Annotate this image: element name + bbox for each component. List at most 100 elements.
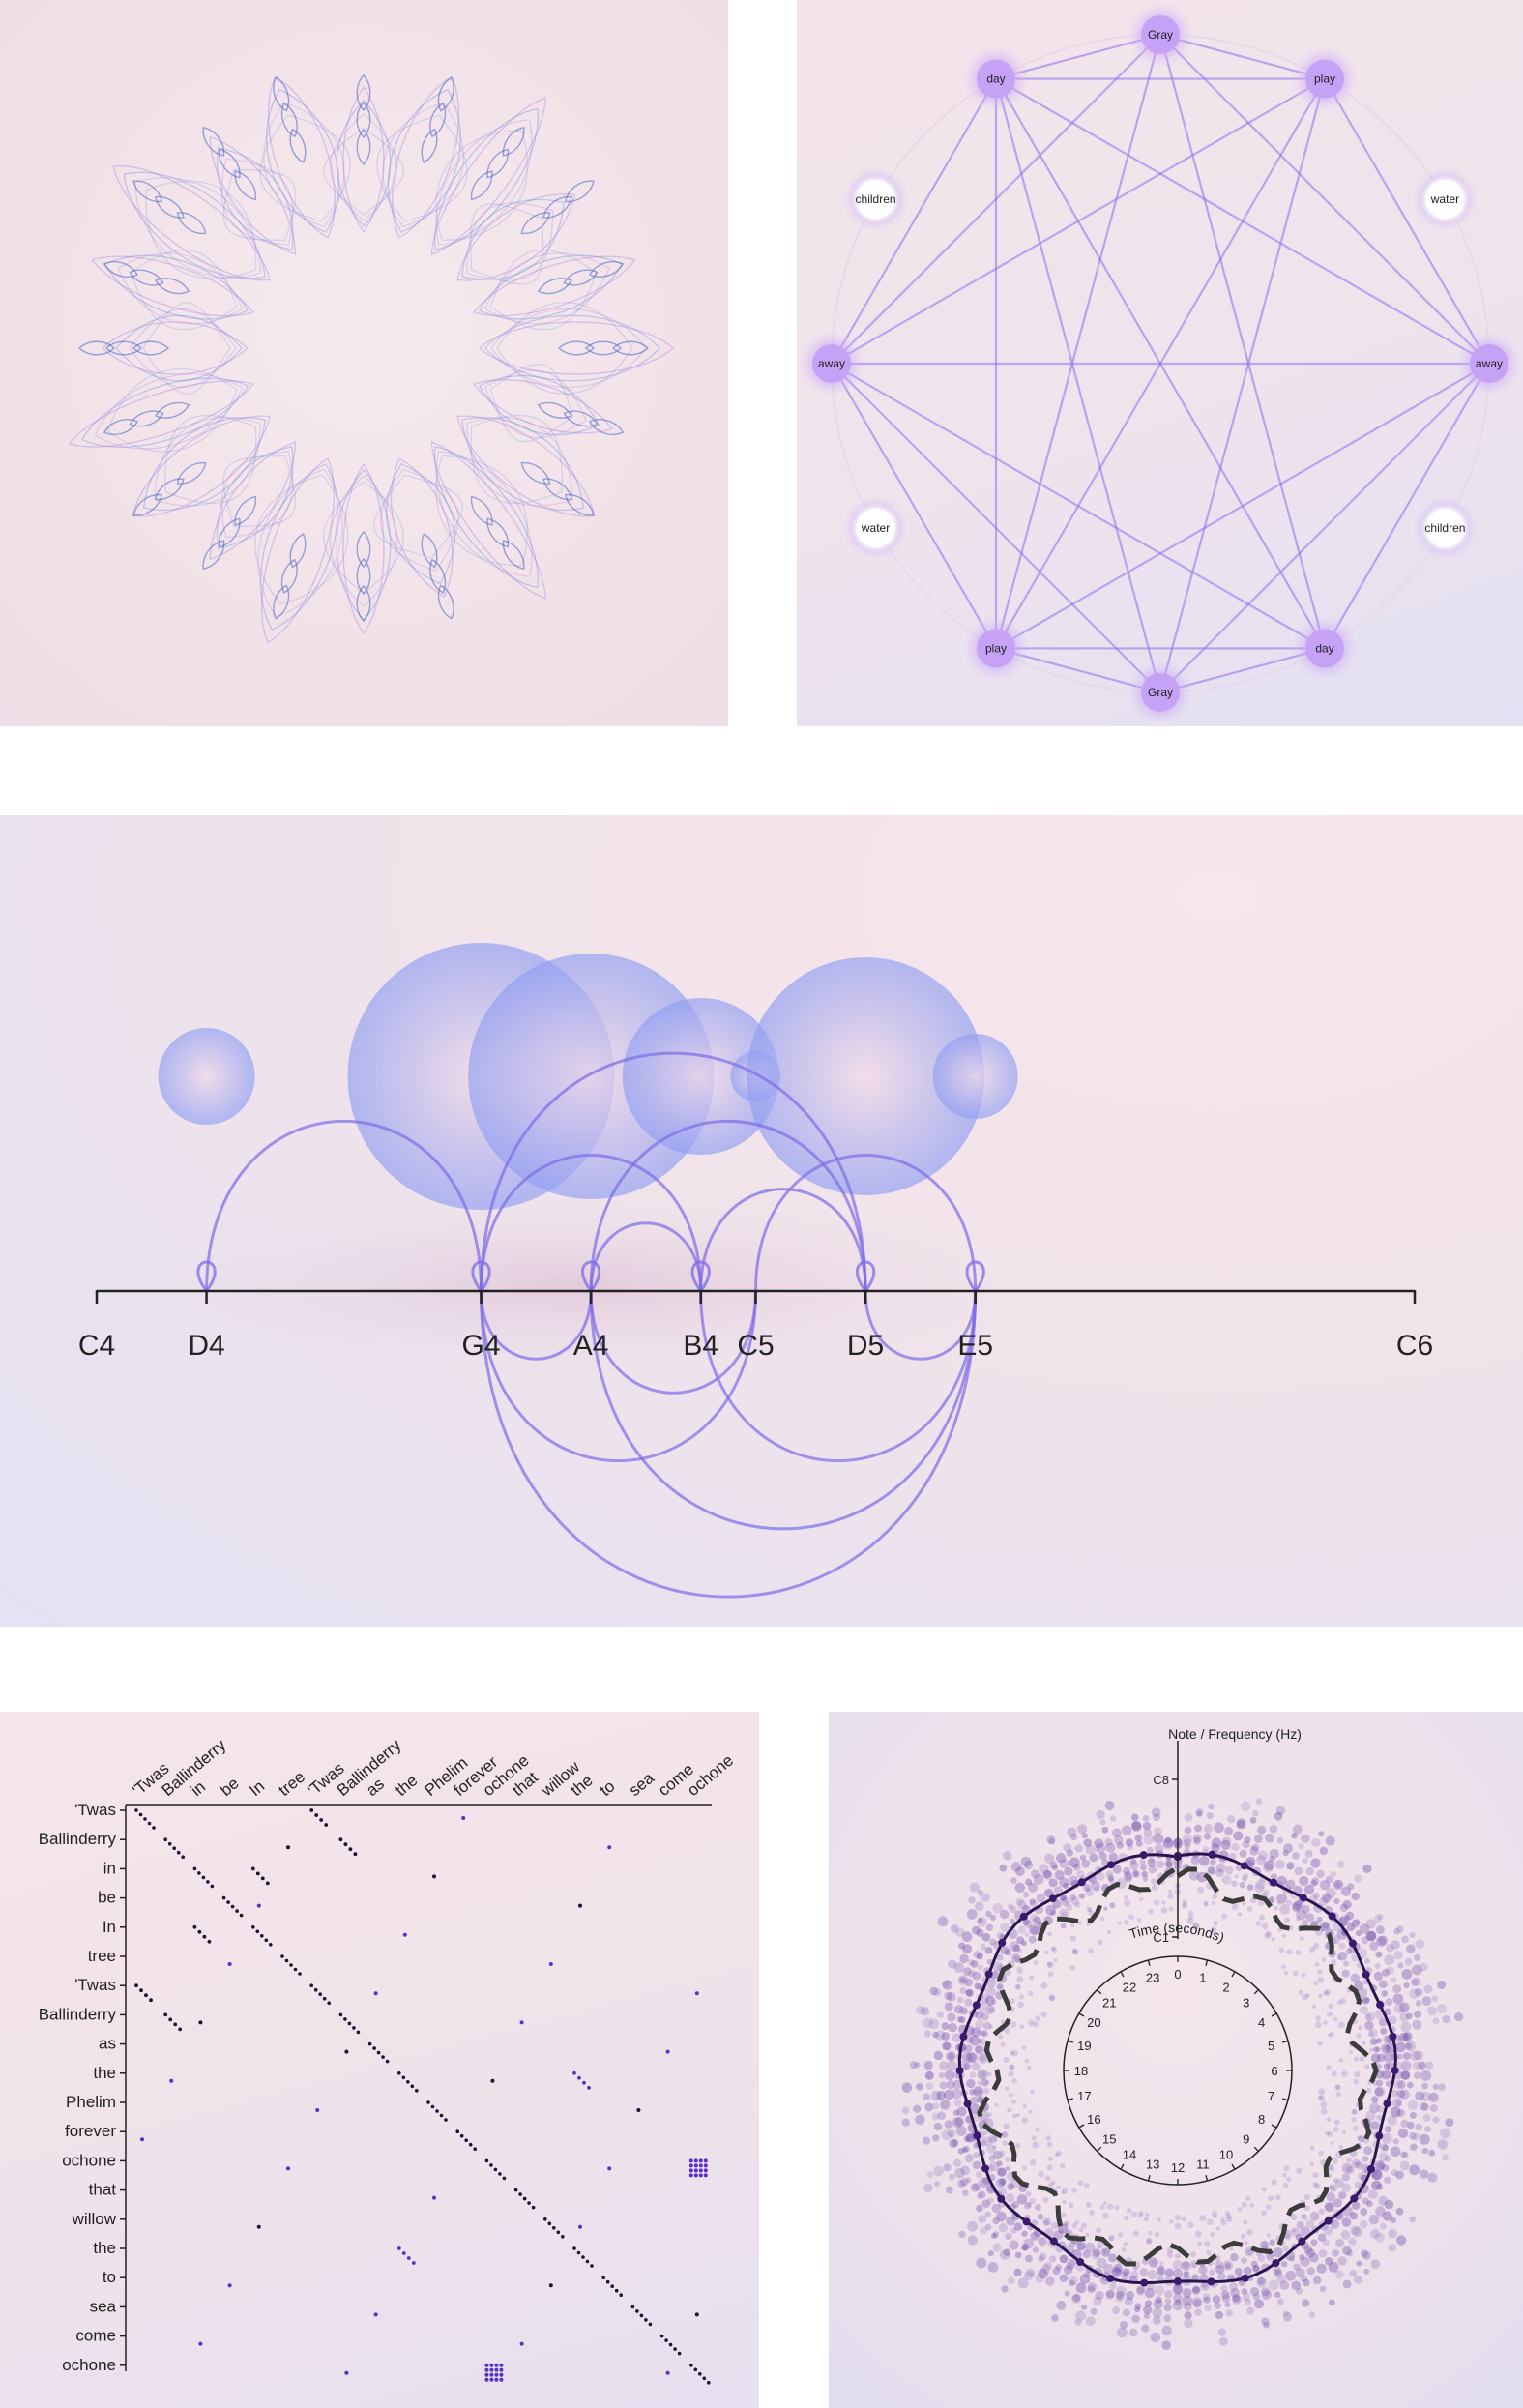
pitch-sample-dot <box>994 2102 999 2107</box>
pitch-sample-dot <box>1285 2270 1297 2281</box>
pitch-sample-dot <box>1246 1884 1254 1891</box>
pitch-sample-dot <box>1157 2217 1161 2222</box>
pitch-sample-dot <box>1033 2021 1039 2028</box>
pitch-contour-point <box>1324 2217 1333 2225</box>
pitch-axis-label: C4 <box>78 1330 115 1362</box>
pitch-sample-dot <box>1023 2238 1035 2249</box>
pitch-sample-dot <box>1356 2260 1362 2267</box>
pitch-contour-point <box>1270 1878 1278 1887</box>
pitch-sample-dot <box>931 2112 940 2121</box>
ornament-petal-outline <box>257 468 343 618</box>
pitch-sample-dot <box>1380 2027 1388 2035</box>
ornament-knot <box>421 128 438 163</box>
matrix-diagonal-dot <box>313 1987 318 1992</box>
pitch-sample-dot <box>1072 2293 1081 2303</box>
time-tick <box>1253 1989 1259 1995</box>
pitch-sample-dot <box>1152 1813 1161 1822</box>
pitch-sample-dot <box>1098 1852 1107 1861</box>
matrix-diagonal-dot <box>473 2147 478 2151</box>
pitch-sample-dot <box>1321 1894 1332 1903</box>
pitch-sample-dot <box>1328 2299 1335 2306</box>
pitch-sample-dot <box>1338 1942 1346 1950</box>
pitch-sample-dot <box>932 2102 940 2110</box>
matrix-row-label: the <box>93 2064 116 2082</box>
ornament-petal-outline <box>479 321 674 375</box>
pitch-sample-dot <box>1130 2270 1139 2278</box>
pitch-sample-dot <box>947 2012 956 2022</box>
pitch-sample-dot <box>1396 2080 1406 2089</box>
pitch-sample-dot <box>1153 1833 1164 1844</box>
ornament-petal <box>112 165 271 281</box>
pitch-axis-label: D4 <box>188 1330 224 1362</box>
matrix-block-dot <box>489 2372 494 2377</box>
network-node-dot <box>812 344 851 383</box>
pitch-sample-dot <box>988 2134 998 2144</box>
pitch-sample-dot <box>1010 1877 1017 1884</box>
pitch-sample-dot <box>1402 2052 1411 2061</box>
pitch-sample-dot <box>1194 2308 1202 2316</box>
pitch-sample-dot <box>1009 2240 1019 2250</box>
pitch-sample-dot <box>1301 1920 1308 1927</box>
pitch-sample-dot <box>1274 1859 1285 1870</box>
pitch-sample-dot <box>1421 2082 1428 2090</box>
ornament-petal <box>202 441 297 570</box>
pitch-sample-dot <box>1143 1877 1149 1883</box>
pitch-sample-dot <box>981 2078 989 2087</box>
pitch-sample-dot <box>1133 1869 1138 1875</box>
pitch-sample-dot <box>1363 1957 1371 1964</box>
pitch-sample-dot <box>1390 2106 1401 2118</box>
pitch-sample-dot <box>1029 2158 1037 2166</box>
pitch-contour-point <box>1140 2278 1149 2287</box>
pitch-sample-dot <box>1362 2251 1371 2260</box>
matrix-diagonal-dot <box>489 2163 493 2167</box>
pitch-sample-dot <box>1351 2116 1357 2123</box>
pitch-sample-dot <box>1311 1877 1320 1886</box>
pitch-sample-dot <box>944 2070 955 2081</box>
pitch-sample-dot <box>1325 2202 1335 2213</box>
pitch-sample-dot <box>1401 1968 1413 1980</box>
pitch-sample-dot <box>1163 2304 1172 2312</box>
pitch-contour-point <box>973 2131 981 2140</box>
pitch-sample-dot <box>1090 1880 1100 1891</box>
lyric-matrix-panel: 'Twas Ballinderry in be In tree 'Twas Ballinder… <box>0 1712 759 2408</box>
pitch-sample-dot <box>1319 1879 1331 1891</box>
pitch-sample-dot <box>1379 2143 1389 2152</box>
pitch-sample-dot <box>1016 1936 1025 1945</box>
pitch-sample-dot <box>1192 1922 1200 1929</box>
pitch-sample-dot <box>1390 2217 1396 2224</box>
pitch-sample-dot <box>1022 1904 1031 1914</box>
pitch-repeat-loop <box>196 1260 217 1292</box>
pitch-sample-dot <box>1428 2149 1436 2157</box>
pitch-sample-dot <box>962 1967 972 1976</box>
pitch-sample-dot <box>1117 2327 1128 2338</box>
pitch-sample-dot <box>1081 1859 1091 1868</box>
pitch-sample-dot <box>1411 1964 1422 1976</box>
pitch-sample-dot <box>1046 1961 1054 1969</box>
pitch-sample-dot <box>1282 2182 1289 2188</box>
pitch-sample-dot <box>1318 1831 1325 1837</box>
word-network-chart: GrayplaywaterawaychildrendayGrayplaywate… <box>799 2 1522 725</box>
pitch-transition-arc <box>699 1188 867 1292</box>
pitch-sample-dot <box>1083 2182 1090 2188</box>
matrix-row-label: 'Twas <box>74 1976 116 1994</box>
ornament-knot <box>429 103 447 138</box>
pitch-sample-dot <box>1250 2260 1258 2268</box>
ornament-petal-outline <box>466 417 573 507</box>
pitch-sample-dot <box>1138 2211 1144 2216</box>
pitch-sample-dot <box>1392 2138 1399 2145</box>
pitch-sample-dot <box>1309 2145 1315 2151</box>
pitch-sample-dot <box>998 1984 1003 1989</box>
pitch-sample-dot <box>1132 2266 1138 2272</box>
pitch-sample-dot <box>1349 2212 1358 2220</box>
pitch-sample-dot <box>1318 1896 1329 1907</box>
pitch-sample-dot <box>1126 1839 1134 1848</box>
pitch-sample-dot <box>1104 1837 1113 1846</box>
pitch-sample-dot <box>1046 1961 1053 1967</box>
pitch-sample-dot <box>1393 1928 1400 1935</box>
pitch-sample-dot <box>1137 2213 1144 2218</box>
pitch-sample-dot <box>985 1923 994 1932</box>
pitch-sample-dot <box>1291 2280 1302 2291</box>
pitch-sample-dot <box>959 1986 967 1994</box>
pitch-sample-dot <box>1094 1838 1104 1849</box>
pitch-sample-dot <box>1104 1800 1115 1810</box>
